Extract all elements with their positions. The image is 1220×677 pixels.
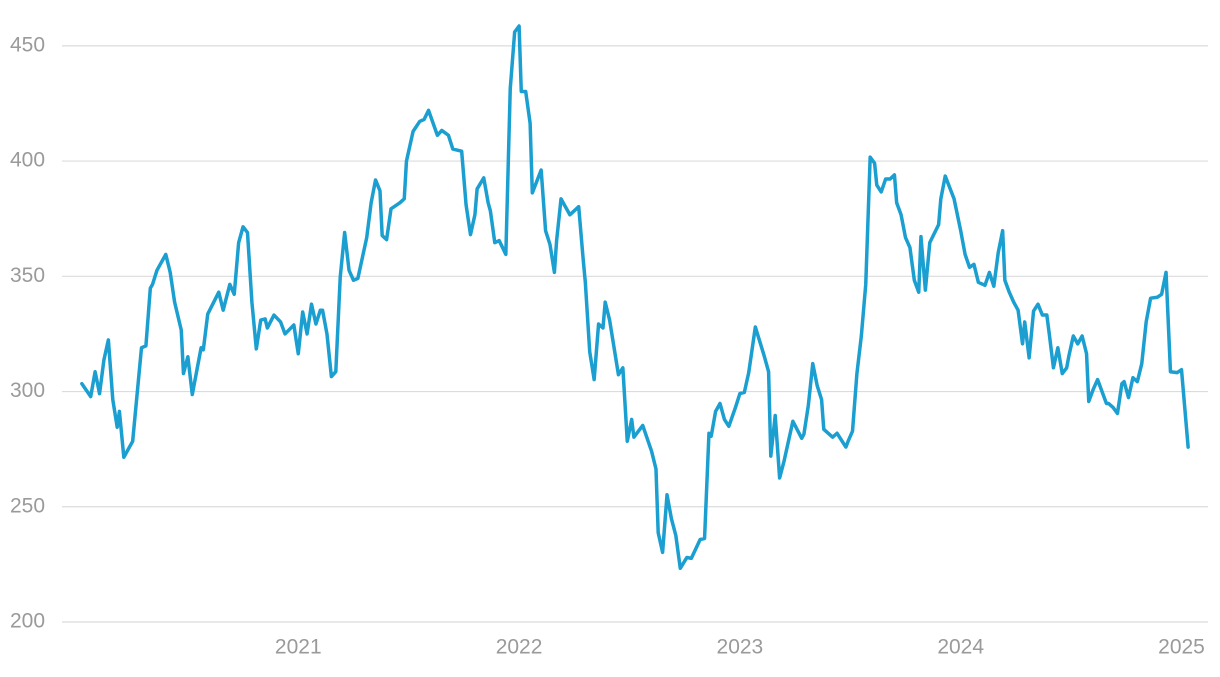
- y-tick-label: 300: [10, 379, 45, 402]
- x-tick-label: 2023: [717, 636, 764, 659]
- y-tick-label: 400: [10, 149, 45, 172]
- x-tick-label: 2022: [496, 636, 543, 659]
- x-tick-label: 2024: [937, 636, 984, 659]
- x-tick-label: 2025: [1158, 636, 1205, 659]
- y-tick-label: 200: [10, 610, 45, 633]
- y-tick-label: 350: [10, 264, 45, 287]
- x-tick-label: 2021: [275, 636, 322, 659]
- line-series: [80, 24, 1190, 571]
- y-tick-label: 250: [10, 494, 45, 517]
- y-tick-label: 450: [10, 33, 45, 56]
